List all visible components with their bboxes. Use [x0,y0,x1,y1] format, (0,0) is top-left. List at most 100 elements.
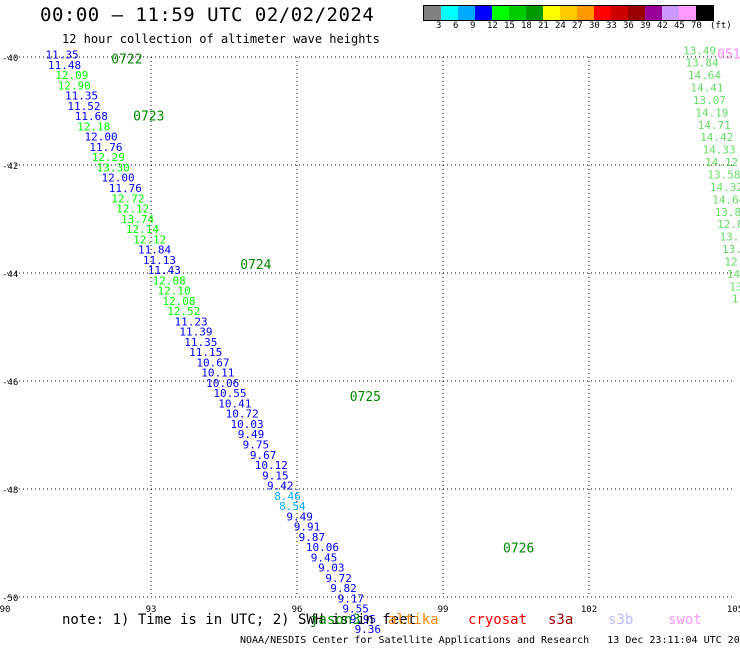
satellite-cryosat: cryosat [468,612,528,628]
wave-height-value: 9.95 [350,613,377,626]
altimeter-tracks: 11.3511.4812.0912.9011.3511.5211.6812.18… [46,44,740,636]
wave-height-value: 12.00 [84,131,117,144]
wave-height-value: 12.08 [153,274,186,287]
wave-height-value: 10.06 [206,377,239,390]
wave-height-value: 13 [729,280,740,293]
color-swatch [492,6,509,20]
wave-height-value: 10.06 [306,541,339,554]
pass-time-label: 0722 [111,53,142,68]
color-swatch [560,6,577,20]
color-scale-tick: 12 [487,21,498,31]
wave-height-value: 9.49 [238,428,265,441]
color-swatch [662,6,679,20]
satellite-s3b: s3b [608,612,634,628]
wave-height-value: 9.72 [325,572,352,585]
wave-height-value: 9.75 [243,439,270,452]
wave-height-value: 10.11 [201,367,234,380]
pass-time-labels: 0722 0723 0724 0725 0726 0518 [111,47,740,556]
color-swatch [696,6,713,20]
wave-height-value: 8.46 [274,490,301,503]
wave-height-value: 11.84 [138,244,171,257]
wave-height-value: 11.43 [148,264,181,277]
wave-height-value: 11.13 [143,254,176,267]
longitude-tick-label: 96 [292,605,303,615]
wave-height-value: 12.90 [58,79,91,92]
wave-height-value: 12.14 [126,223,159,236]
wave-height-value: 11.15 [189,346,222,359]
wave-height-value: 12.72 [111,192,144,205]
wave-height-value: 13.07 [693,94,726,107]
map-grid [7,56,735,598]
latitude-tick-label: -48 [2,486,18,496]
wave-height-value: 9.82 [330,582,357,595]
color-scale-tick: 33 [606,21,617,31]
color-scale-labels: 3 6 9 12 15 18 21 24 27 30 33 36 39 42 45 70 (ft) [423,21,740,33]
wave-height-value: 11.35 [184,336,217,349]
wave-height-value: 14.42 [700,131,733,144]
color-scale-tick: 39 [640,21,651,31]
longitude-tick-label: 90 [0,605,10,615]
wave-height-value: 11.48 [48,59,81,72]
satellite-jason3: jason3 [310,612,361,628]
wave-height-value: 9.36 [355,623,382,636]
color-swatch [577,6,594,20]
wave-height-value: 13.30 [97,161,130,174]
wave-height-value: 10.55 [213,387,246,400]
color-swatch [679,6,696,20]
wave-height-value: 12.00 [102,172,135,185]
wave-height-value: 12.08 [162,295,195,308]
color-scale-tick: 21 [538,21,549,31]
axis-labels: 90 93 96 99 102 105 -40 -42 -44 -46 -48 -50 [0,54,740,615]
wave-height-color-scale [423,5,714,21]
wave-height-value: 11.35 [46,49,79,62]
latitude-tick-label: -44 [2,270,18,280]
color-swatch [424,6,441,20]
color-scale-tick: 3 [436,21,442,31]
wave-height-value: 11.23 [175,315,208,328]
pass-time-label: 0726 [503,541,534,556]
wave-height-value: 12.29 [92,151,125,164]
pass-time-label: 0724 [240,258,271,273]
wave-height-value: 9.49 [286,510,313,523]
color-swatch [594,6,611,20]
color-swatch [543,6,560,20]
wave-height-value: 14.71 [698,119,731,132]
wave-height-value: 14.64 [712,193,740,206]
wave-height-value: 8.54 [279,500,306,513]
satellite-swot: swot [668,612,702,628]
wave-height-value: 11.39 [179,326,212,339]
wave-height-value: 13.74 [121,213,154,226]
color-scale-unit: (ft) [710,21,732,31]
wave-height-value: 9.03 [318,562,345,575]
plot-title: 00:00 – 11:59 UTC 02/02/2024 [40,4,375,26]
footer-note: note: 1) Time is in UTC; 2) SWH is in fe… [62,612,417,628]
wave-height-value: 13.84 [715,206,740,219]
color-scale-tick: 15 [504,21,515,31]
wave-height-value: 13.58 [707,169,740,182]
wave-height-value: 9.91 [294,521,321,534]
wave-height-value: 14.33 [703,144,736,157]
color-scale-tick: 30 [589,21,600,31]
latitude-tick-label: -50 [2,594,18,604]
wave-height-value: 13.49 [683,44,716,57]
wave-height-value: 10.67 [196,356,229,369]
color-scale-tick: 18 [521,21,532,31]
wave-height-value: 12.81 [717,218,740,231]
credit-line: NOAA/NESDIS Center for Satellite Applica… [240,635,740,646]
color-scale-tick: 6 [453,21,459,31]
color-swatch [475,6,492,20]
longitude-tick-label: 102 [581,605,597,615]
wave-height-value: 11.52 [67,100,100,113]
color-scale-tick: 9 [470,21,476,31]
wave-height-value: 9.67 [250,449,277,462]
color-swatch [645,6,662,20]
wave-height-value: 11.76 [89,141,122,154]
wave-height-value: 14.19 [695,106,728,119]
wave-height-value: 13.84 [686,57,719,70]
latitude-tick-label: -40 [2,54,18,64]
wave-height-value: 13.2 [722,243,740,256]
latitude-tick-label: -42 [2,162,18,172]
wave-height-value: 10.41 [218,397,251,410]
color-scale-tick: 42 [657,21,668,31]
